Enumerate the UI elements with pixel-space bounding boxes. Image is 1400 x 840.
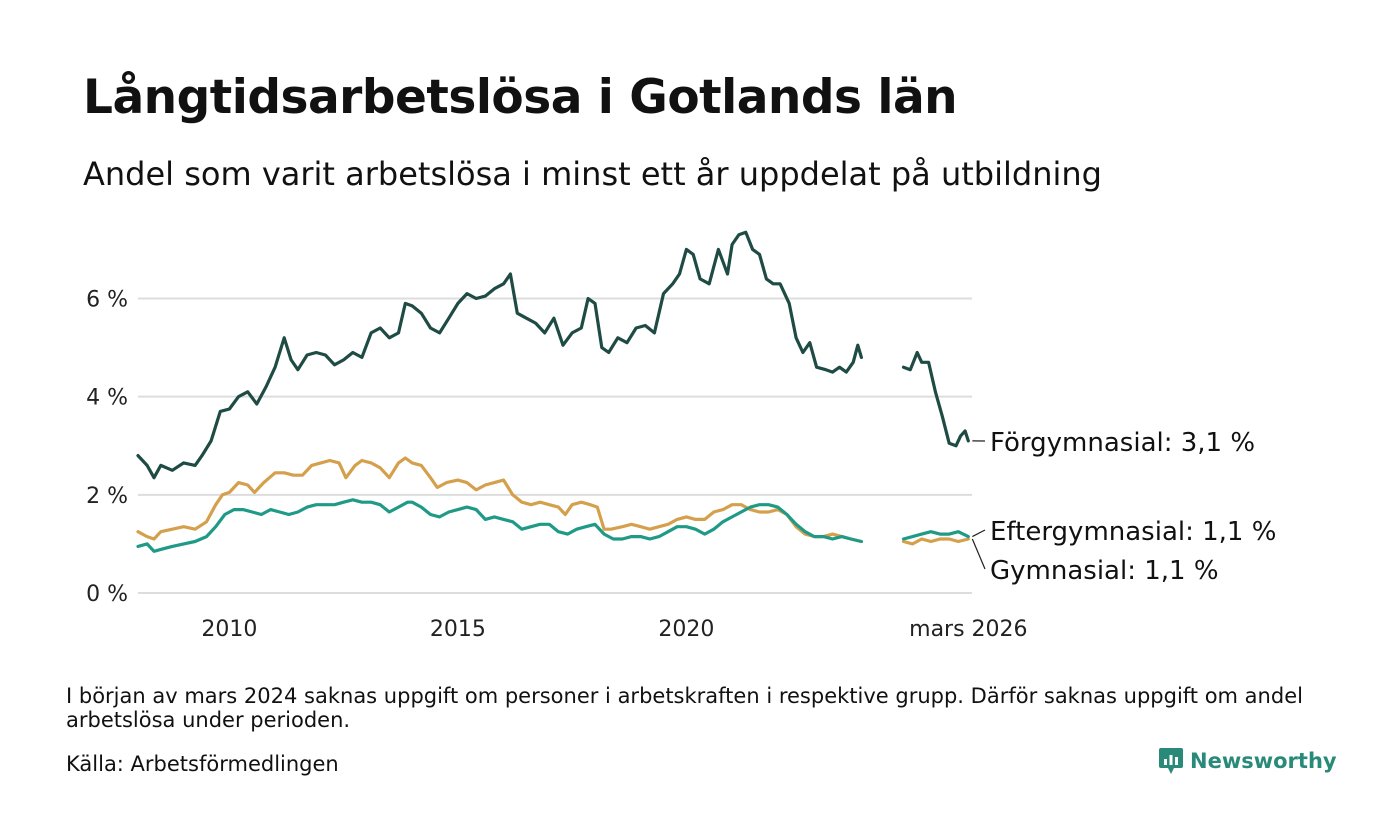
y-tick-label: 0 % xyxy=(86,582,128,607)
series-lines xyxy=(136,230,970,553)
series-line-eftergymnasial-2 xyxy=(901,530,970,541)
grid-lines xyxy=(138,297,972,594)
y-tick-label: 2 % xyxy=(86,484,128,509)
y-tick-label: 4 % xyxy=(86,386,128,411)
series-line-förgymnasial-1 xyxy=(136,230,863,480)
series-line-gymnasial-2 xyxy=(901,537,970,546)
chart-title: Långtidsarbetslösa i Gotlands län xyxy=(83,70,958,125)
x-tick-label: 2020 xyxy=(658,617,714,642)
line-chart: 0 % 2 % 4 % 6 % 2010 2015 2020 mars 2026 Förgy… xyxy=(86,230,1276,642)
footnote: I början av mars 2024 saknas uppgift om … xyxy=(66,684,1303,732)
series-line-gymnasial-1 xyxy=(136,456,863,544)
x-tick-label: 2015 xyxy=(430,617,486,642)
x-axis-ticks: 2010 2015 2020 mars 2026 xyxy=(201,617,1027,642)
leader-line-gymnasial xyxy=(971,538,986,570)
brand-name: Newsworthy xyxy=(1190,749,1337,773)
y-axis-ticks: 0 % 2 % 4 % 6 % xyxy=(86,288,128,607)
newsworthy-icon xyxy=(1159,748,1183,774)
series-line-eftergymnasial-1 xyxy=(136,498,863,553)
series-line-förgymnasial-2 xyxy=(901,350,970,448)
chart-subtitle: Andel som varit arbetslösa i minst ett å… xyxy=(83,155,1102,193)
leader-line-eftergymnasial xyxy=(972,529,986,538)
x-tick-label: mars 2026 xyxy=(909,617,1027,642)
brand-logo[interactable]: Newsworthy xyxy=(1158,746,1337,776)
series-label-gymnasial: Gymnasial: 1,1 % xyxy=(990,556,1219,586)
source-text: Källa: Arbetsförmedlingen xyxy=(66,752,339,776)
series-label-förgymnasial: Förgymnasial: 3,1 % xyxy=(990,428,1255,458)
x-tick-label: 2010 xyxy=(201,617,257,642)
y-tick-label: 6 % xyxy=(86,288,128,313)
series-labels: Förgymnasial: 3,1 % Eftergymnasial: 1,1 %… xyxy=(971,428,1276,586)
series-label-eftergymnasial: Eftergymnasial: 1,1 % xyxy=(990,517,1276,547)
